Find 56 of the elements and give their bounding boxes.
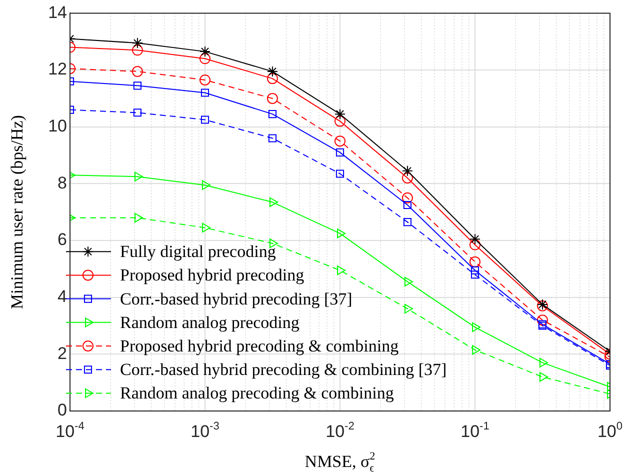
point	[403, 218, 412, 226]
point	[132, 38, 143, 49]
y-tick-label: 0	[58, 400, 67, 420]
point	[334, 116, 346, 127]
legend-label: Fully digital precoding	[120, 242, 276, 262]
y-tick-label: 2	[58, 344, 67, 363]
point	[133, 82, 142, 90]
point	[269, 197, 278, 207]
point	[404, 276, 413, 287]
point	[266, 92, 278, 104]
point	[404, 304, 413, 314]
point	[334, 136, 346, 147]
point	[536, 314, 548, 326]
point	[202, 222, 210, 233]
legend-label: Random analog precoding & combining	[120, 384, 394, 403]
point	[470, 270, 480, 279]
point	[200, 53, 210, 64]
y-tick-label: 14	[48, 2, 67, 22]
point	[402, 172, 413, 184]
point	[402, 192, 413, 204]
point	[200, 46, 210, 58]
point	[337, 266, 346, 276]
point	[200, 88, 210, 97]
point	[134, 212, 143, 223]
point	[134, 172, 143, 182]
point	[266, 73, 278, 84]
point	[402, 165, 413, 176]
point	[336, 170, 344, 178]
point	[470, 266, 480, 274]
point	[268, 110, 276, 118]
point	[337, 228, 346, 238]
point	[336, 148, 344, 156]
y-axis-title: Minimum user rate (bps/Hz)	[8, 115, 27, 310]
legend-label: Corr.-based hybrid precoding & combining [37]	[120, 360, 447, 380]
legend-label: Corr.-based hybrid precoding [37]	[120, 289, 352, 308]
point	[132, 44, 143, 56]
legend-label: Proposed hybrid precoding	[120, 266, 305, 285]
point	[133, 108, 142, 117]
point	[202, 180, 210, 190]
point	[470, 239, 480, 250]
point	[200, 116, 210, 124]
y-tick-label: 4	[58, 287, 67, 306]
point	[132, 66, 143, 77]
point	[470, 234, 480, 245]
point	[403, 200, 412, 210]
y-tick-label: 12	[48, 60, 67, 79]
y-tick-label: 6	[58, 230, 67, 250]
y-tick-label: 8	[58, 173, 67, 192]
point	[470, 256, 480, 268]
y-tick-label: 10	[48, 116, 67, 136]
legend-label: Proposed hybrid precoding & combining	[120, 336, 400, 356]
point	[268, 134, 276, 142]
legend-label: Random analog precoding	[120, 312, 300, 332]
point	[266, 66, 278, 77]
point	[334, 108, 346, 120]
point	[200, 74, 210, 86]
